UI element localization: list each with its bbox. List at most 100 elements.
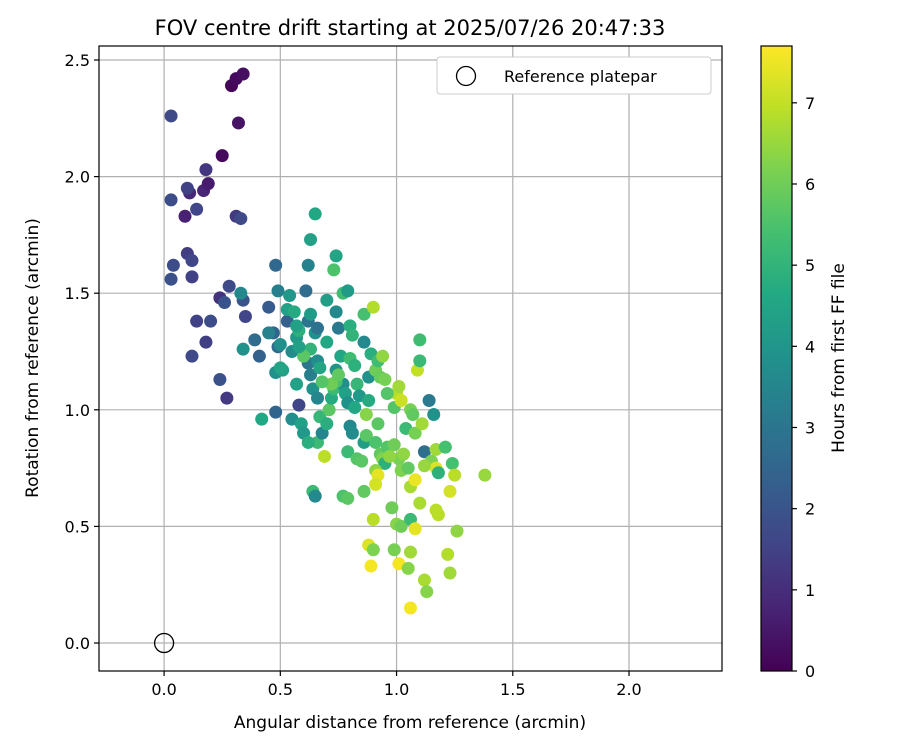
data-point	[269, 258, 283, 272]
data-point	[401, 561, 415, 575]
x-tick-label: 1.0	[384, 680, 409, 699]
data-point	[304, 368, 318, 382]
data-point	[238, 310, 252, 324]
data-point	[448, 468, 462, 482]
data-point	[369, 477, 383, 491]
data-point	[364, 559, 378, 573]
x-tick-label: 0.5	[268, 680, 293, 699]
x-tick-label: 2.0	[616, 680, 641, 699]
data-point	[222, 279, 236, 293]
data-point	[371, 417, 385, 431]
data-point	[359, 407, 373, 421]
data-point	[331, 368, 345, 382]
data-point	[355, 454, 369, 468]
data-point	[359, 428, 373, 442]
data-point	[190, 314, 204, 328]
data-point	[427, 407, 441, 421]
data-point	[341, 491, 355, 505]
data-point	[417, 459, 431, 473]
data-point	[417, 573, 431, 587]
data-point	[357, 307, 371, 321]
data-point	[362, 393, 376, 407]
data-point	[262, 326, 276, 340]
data-point	[329, 249, 343, 263]
data-point	[204, 314, 218, 328]
data-point	[252, 349, 266, 363]
data-point	[190, 202, 204, 216]
colorbar-tick-label: 7	[805, 94, 815, 113]
y-axis-label: Rotation from reference (arcmin)	[23, 218, 43, 498]
data-point	[313, 361, 327, 375]
data-point	[215, 149, 229, 163]
data-point	[397, 447, 411, 461]
data-point	[301, 258, 315, 272]
data-point	[445, 456, 459, 470]
data-point	[271, 284, 285, 298]
data-point	[345, 328, 359, 342]
data-point	[248, 333, 262, 347]
data-point	[443, 566, 457, 580]
y-tick-label: 2.5	[65, 51, 90, 70]
data-point	[320, 335, 334, 349]
data-point	[378, 372, 392, 386]
x-axis-ticks: 0.0 0.5 1.0 1.5 2.0	[151, 671, 642, 699]
legend: Reference platepar	[436, 56, 712, 95]
data-points	[164, 67, 492, 615]
colorbar-tick-label: 2	[805, 500, 815, 519]
data-point	[478, 468, 492, 482]
data-point	[218, 296, 232, 310]
data-point	[348, 400, 362, 414]
colorbar-tick-label: 3	[805, 418, 815, 437]
data-point	[269, 405, 283, 419]
data-point	[236, 67, 250, 81]
data-point	[220, 391, 234, 405]
data-point	[164, 109, 178, 123]
data-point	[234, 212, 248, 226]
data-point	[290, 377, 304, 391]
data-point	[311, 321, 325, 335]
data-point	[213, 372, 227, 386]
data-point	[404, 545, 417, 559]
data-point	[308, 207, 322, 221]
data-point	[385, 501, 399, 515]
data-point	[331, 321, 345, 335]
data-point	[345, 426, 359, 440]
data-point	[443, 484, 457, 498]
data-point	[299, 284, 313, 298]
legend-box	[436, 56, 712, 95]
plot-frame	[98, 45, 723, 672]
data-point	[185, 349, 199, 363]
colorbar-tick-label: 0	[805, 662, 815, 681]
data-point	[164, 193, 178, 207]
legend-label: Reference platepar	[504, 67, 657, 86]
data-point	[406, 407, 420, 421]
data-point	[180, 181, 194, 195]
data-point	[320, 417, 334, 431]
data-point	[408, 426, 422, 440]
x-tick-label: 1.5	[500, 680, 525, 699]
data-point	[166, 258, 180, 272]
data-point	[350, 377, 364, 391]
data-point	[417, 445, 431, 459]
data-point	[438, 440, 452, 454]
colorbar-label: Hours from first FF file	[829, 263, 849, 453]
data-point	[315, 375, 329, 389]
data-point	[408, 522, 422, 536]
y-tick-label: 1.5	[65, 284, 90, 303]
colorbar-ticks: 0 1 2 3 4 5 6 7	[792, 94, 815, 681]
data-point	[450, 524, 464, 538]
data-point	[273, 338, 287, 352]
data-point	[322, 403, 336, 417]
data-point	[387, 438, 401, 452]
data-point	[394, 519, 408, 533]
data-point	[376, 349, 390, 363]
data-point	[383, 449, 397, 463]
data-point	[185, 254, 199, 268]
data-point	[341, 445, 355, 459]
colorbar-tick-label: 4	[805, 337, 815, 356]
data-point	[413, 354, 427, 368]
data-point	[178, 209, 192, 223]
data-point	[431, 466, 445, 480]
data-point	[420, 585, 434, 599]
data-point	[185, 270, 199, 284]
